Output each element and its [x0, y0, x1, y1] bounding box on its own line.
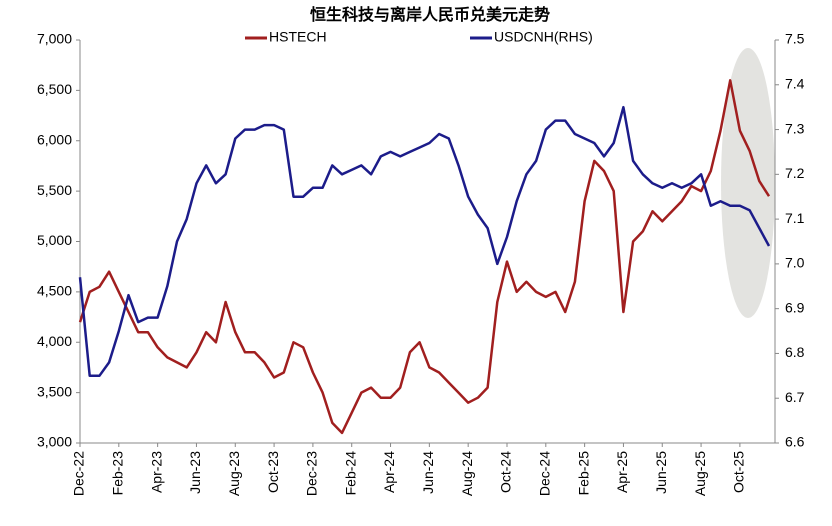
- x-tick-label: Oct-25: [731, 451, 747, 493]
- y2-tick-label: 6.6: [785, 434, 805, 450]
- y-tick-label: 4,000: [37, 333, 72, 349]
- x-tick-label: Jun-25: [653, 451, 669, 494]
- line-series: [78, 105, 771, 378]
- y2-tick-label: 7.0: [785, 255, 805, 271]
- legend-label: HSTECH: [269, 29, 327, 45]
- y-tick-label: 3,000: [37, 434, 72, 450]
- highlight-ellipse: [721, 48, 775, 318]
- y-tick-label: 6,500: [37, 81, 72, 97]
- x-tick-label: Apr-24: [381, 451, 397, 493]
- y-tick-label: 5,500: [37, 182, 72, 198]
- x-tick-label: Dec-23: [304, 451, 320, 496]
- x-tick-label: Feb-25: [575, 451, 591, 496]
- chart-title: 恒生科技与离岸人民币兑美元走势: [310, 5, 550, 24]
- x-tick-label: Aug-25: [692, 451, 708, 496]
- line-series: [78, 79, 771, 435]
- x-tick-label: Feb-24: [342, 451, 358, 496]
- x-tick-label: Aug-24: [459, 451, 475, 496]
- x-tick-label: Apr-23: [148, 451, 164, 493]
- y-tick-label: 6,000: [37, 131, 72, 147]
- y-tick-label: 7,000: [37, 31, 72, 47]
- x-tick-label: Oct-23: [265, 451, 281, 493]
- x-tick-label: Jun-23: [187, 451, 203, 494]
- y-tick-label: 4,500: [37, 283, 72, 299]
- y2-tick-label: 6.8: [785, 344, 805, 360]
- x-tick-label: Dec-24: [537, 451, 553, 496]
- y2-tick-label: 6.9: [785, 299, 805, 315]
- x-tick-label: Jun-24: [420, 451, 436, 494]
- x-tick-label: Feb-23: [110, 451, 126, 496]
- y-tick-label: 5,000: [37, 232, 72, 248]
- y2-tick-label: 7.4: [785, 75, 805, 91]
- x-tick-label: Apr-25: [614, 451, 630, 493]
- y-tick-label: 3,500: [37, 383, 72, 399]
- x-tick-label: Dec-22: [71, 451, 87, 496]
- y2-tick-label: 7.5: [785, 31, 805, 47]
- x-tick-label: Aug-23: [226, 451, 242, 496]
- y2-tick-label: 6.7: [785, 389, 805, 405]
- y2-tick-label: 7.1: [785, 210, 805, 226]
- x-tick-label: Oct-24: [498, 451, 514, 493]
- legend-label: USDCNH(RHS): [494, 29, 593, 45]
- y2-tick-label: 7.2: [785, 165, 805, 181]
- y2-tick-label: 7.3: [785, 120, 805, 136]
